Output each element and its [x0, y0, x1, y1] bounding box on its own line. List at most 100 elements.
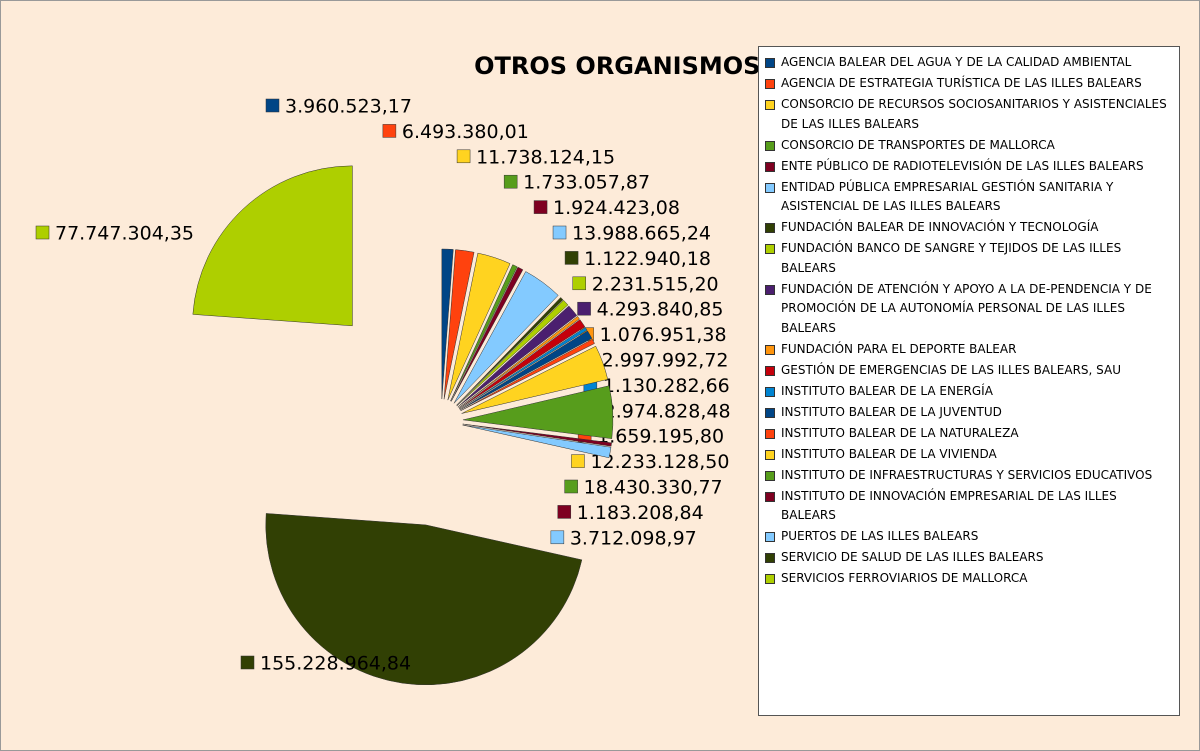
pie-slice	[459, 327, 588, 410]
legend-label: SERVICIOS FERROVIARIOS DE MALLORCA	[781, 571, 1028, 585]
legend-swatch	[765, 532, 775, 542]
legend-label: AGENCIA DE ESTRATEGIA TURÍSTICA DE LAS I…	[781, 76, 1142, 90]
pie-slice	[443, 249, 475, 400]
pie-slice	[456, 299, 569, 407]
label-swatch	[240, 655, 255, 670]
legend-item: SERVICIO DE SALUD DE LAS ILLES BALEARS	[765, 548, 1173, 568]
data-label: 1.659.195,80	[597, 426, 724, 448]
chart-title: OTROS ORGANISMOS*	[474, 52, 773, 80]
legend-item: CONSORCIO DE RECURSOS SOCIOSANITARIOS Y …	[765, 95, 1173, 134]
label-swatch	[503, 174, 518, 189]
legend-label: INSTITUTO BALEAR DE LA JUVENTUD	[781, 404, 1002, 419]
legend-swatch	[765, 491, 775, 502]
legend-swatch	[765, 182, 775, 193]
data-label: 3.712.098,97	[570, 527, 697, 549]
label-swatch	[265, 98, 280, 113]
label-swatch	[533, 200, 548, 214]
legend-item: INSTITUTO DE INFRAESTRUCTURAS Y SERVICIO…	[765, 466, 1173, 486]
legend-swatch	[765, 574, 775, 584]
legend-item: FUNDACIÓN PARA EL DEPORTE BALEAR	[765, 340, 1173, 360]
pie-slice	[462, 423, 612, 447]
data-label: 1.076.951,38	[600, 324, 727, 346]
pie-slice	[265, 513, 583, 686]
pie-slice	[457, 305, 578, 408]
legend-swatch	[765, 140, 775, 151]
pie-slice	[462, 385, 614, 439]
legend-swatch	[765, 79, 775, 89]
data-label: 6.493.380,01	[402, 121, 529, 143]
legend-swatch	[765, 553, 775, 563]
legend-label: INSTITUTO BALEAR DE LA VIVIENDA	[781, 446, 997, 461]
label-swatch	[552, 225, 567, 240]
legend-label: PUERTOS DE LAS ILLES BALEARS	[781, 529, 979, 543]
data-label: 2.974.828,48	[604, 400, 731, 422]
legend-label: ENTE PÚBLICO DE RADIOTELEVISIÓN DE LAS I…	[781, 158, 1144, 173]
label-swatch	[557, 505, 572, 519]
legend-label: ENTIDAD PÚBLICA EMPRESARIAL GESTIÓN SANI…	[781, 179, 1114, 214]
legend-swatch	[765, 386, 775, 397]
pie-slice	[192, 165, 353, 327]
pie-slice	[453, 271, 559, 404]
legend-item: AGENCIA BALEAR DEL AGUA Y DE LA CALIDAD …	[765, 53, 1173, 73]
pie-slice	[462, 424, 612, 459]
legend-label: INSTITUTO BALEAR DE LA NATURALEZA	[781, 425, 1019, 440]
legend-swatch	[765, 100, 775, 110]
pie-slice	[441, 248, 454, 400]
data-label: 77.747.304,35	[55, 223, 194, 245]
data-label: 12.233.128,50	[590, 451, 729, 473]
legend-item: FUNDACIÓN BALEAR DE INNOVACIÓN Y TECNOLO…	[765, 218, 1173, 238]
legend-label: FUNDACIÓN DE ATENCIÓN Y APOYO A LA DE-PE…	[781, 281, 1152, 335]
data-label: 4.293.840,85	[597, 299, 724, 321]
pie-slice	[450, 264, 518, 402]
legend-item: FUNDACIÓN BANCO DE SANGRE Y TEJIDOS DE L…	[765, 239, 1173, 278]
legend-item: ENTE PÚBLICO DE RADIOTELEVISIÓN DE LAS I…	[765, 157, 1173, 177]
data-label: 1.183.208,84	[577, 502, 704, 524]
legend-item: INSTITUTO DE INNOVACIÓN EMPRESARIAL DE L…	[765, 487, 1173, 526]
data-label: 3.960.523,17	[285, 96, 412, 118]
legend-swatch	[765, 223, 775, 233]
legend-item: GESTIÓN DE EMERGENCIAS DE LAS ILLES BALE…	[765, 361, 1173, 381]
legend-label: INSTITUTO DE INNOVACIÓN EMPRESARIAL DE L…	[781, 488, 1117, 523]
legend-label: CONSORCIO DE TRANSPORTES DE MALLORCA	[781, 137, 1055, 152]
pie-slice	[456, 297, 564, 406]
label-swatch	[571, 454, 585, 468]
label-swatch	[577, 301, 591, 316]
legend-label: GESTIÓN DE EMERGENCIAS DE LAS ILLES BALE…	[781, 362, 1122, 377]
legend-item: FUNDACIÓN DE ATENCIÓN Y APOYO A LA DE-PE…	[765, 280, 1173, 339]
label-swatch	[382, 124, 397, 138]
legend-item: PUERTOS DE LAS ILLES BALEARS	[765, 527, 1173, 547]
label-swatch	[550, 530, 565, 545]
legend-swatch	[765, 344, 775, 355]
data-label: 13.988.665,24	[572, 223, 711, 245]
legend-swatch	[765, 470, 775, 481]
legend-swatch	[765, 365, 775, 376]
legend-item: ENTIDAD PÚBLICA EMPRESARIAL GESTIÓN SANI…	[765, 178, 1173, 217]
legend-item: INSTITUTO BALEAR DE LA VIVIENDA	[765, 445, 1173, 465]
legend-item: SERVICIOS FERROVIARIOS DE MALLORCA	[765, 569, 1173, 589]
legend-item: INSTITUTO BALEAR DE LA ENERGÍA	[765, 382, 1173, 402]
pie-slice	[458, 319, 586, 409]
legend-label: SERVICIO DE SALUD DE LAS ILLES BALEARS	[781, 550, 1044, 564]
label-swatch	[572, 276, 586, 291]
legend: AGENCIA BALEAR DEL AGUA Y DE LA CALIDAD …	[758, 46, 1180, 716]
data-label: 11.738.124,15	[476, 146, 615, 168]
data-label: 18.430.330,77	[584, 477, 723, 499]
legend-swatch	[765, 244, 775, 254]
legend-label: INSTITUTO BALEAR DE LA ENERGÍA	[781, 383, 993, 398]
legend-label: FUNDACIÓN BANCO DE SANGRE Y TEJIDOS DE L…	[781, 241, 1122, 275]
legend-item: INSTITUTO BALEAR DE LA NATURALEZA	[765, 424, 1173, 444]
legend-item: AGENCIA DE ESTRATEGIA TURÍSTICA DE LAS I…	[765, 74, 1173, 94]
legend-item: INSTITUTO BALEAR DE LA JUVENTUD	[765, 403, 1173, 423]
pie-slice	[458, 316, 580, 408]
legend-item: CONSORCIO DE TRANSPORTES DE MALLORCA	[765, 136, 1173, 156]
legend-label: INSTITUTO DE INFRAESTRUCTURAS Y SERVICIO…	[781, 467, 1153, 482]
legend-label: AGENCIA BALEAR DEL AGUA Y DE LA CALIDAD …	[781, 55, 1132, 69]
legend-swatch	[765, 58, 775, 68]
data-label: 155.228.964,84	[260, 653, 411, 675]
label-swatch	[35, 225, 50, 240]
label-swatch	[564, 251, 579, 265]
legend-swatch	[765, 428, 775, 439]
legend-label: FUNDACIÓN BALEAR DE INNOVACIÓN Y TECNOLO…	[781, 220, 1099, 234]
data-label: 1.130.282,66	[603, 375, 730, 397]
